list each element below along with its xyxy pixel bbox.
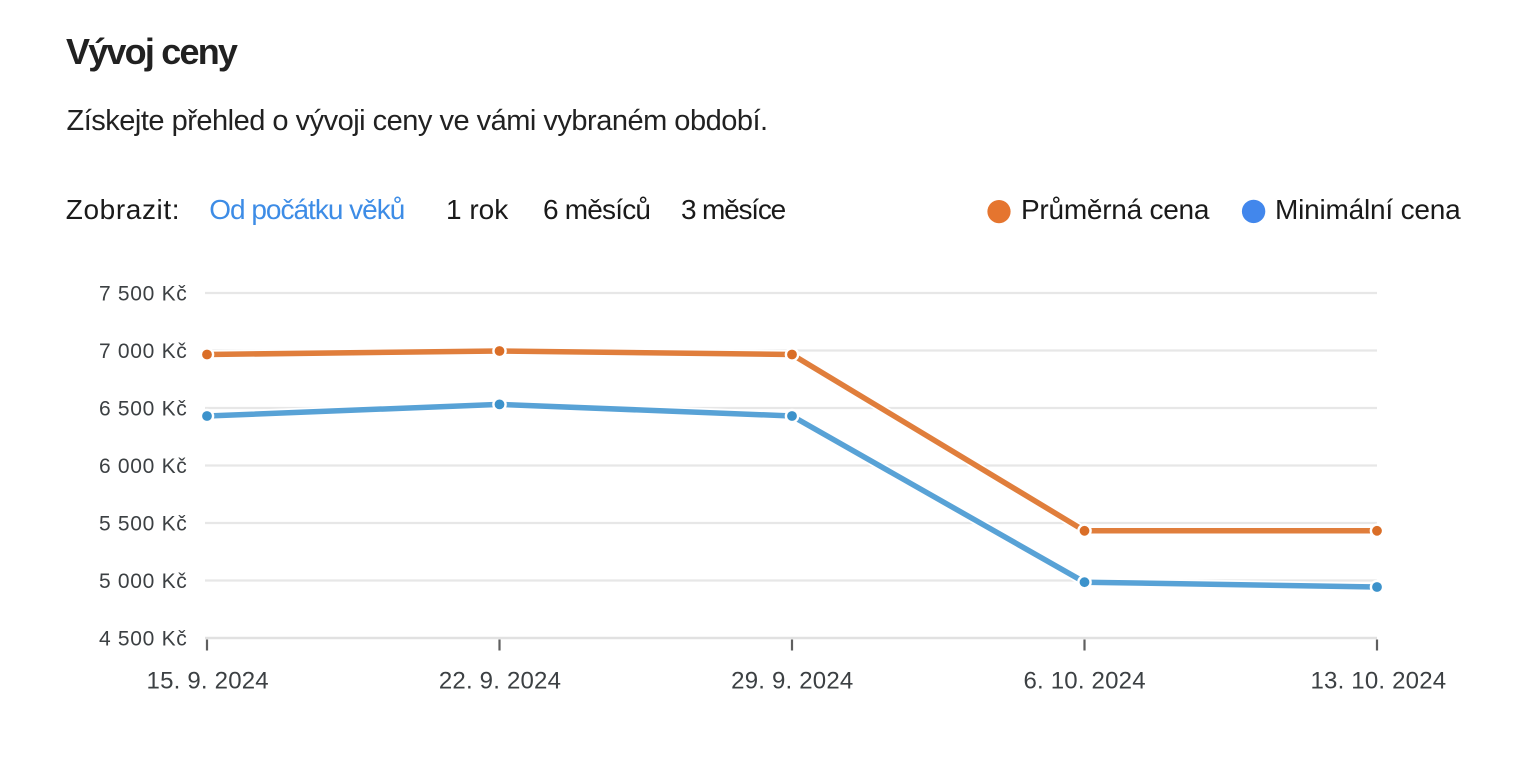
svg-text:4 500 Kč: 4 500 Kč xyxy=(99,628,188,651)
svg-text:7 000 Kč: 7 000 Kč xyxy=(99,340,188,363)
svg-text:13. 10. 2024: 13. 10. 2024 xyxy=(1310,667,1446,694)
svg-text:6. 10. 2024: 6. 10. 2024 xyxy=(1023,667,1145,694)
svg-text:6 500 Kč: 6 500 Kč xyxy=(99,398,188,421)
svg-text:15. 9. 2024: 15. 9. 2024 xyxy=(147,667,269,694)
svg-text:5 000 Kč: 5 000 Kč xyxy=(99,570,188,593)
svg-text:5 500 Kč: 5 500 Kč xyxy=(99,513,188,536)
svg-text:22. 9. 2024: 22. 9. 2024 xyxy=(439,667,561,694)
svg-text:7 500 Kč: 7 500 Kč xyxy=(99,283,188,306)
svg-text:6 000 Kč: 6 000 Kč xyxy=(99,455,188,478)
svg-text:29. 9. 2024: 29. 9. 2024 xyxy=(731,667,853,694)
